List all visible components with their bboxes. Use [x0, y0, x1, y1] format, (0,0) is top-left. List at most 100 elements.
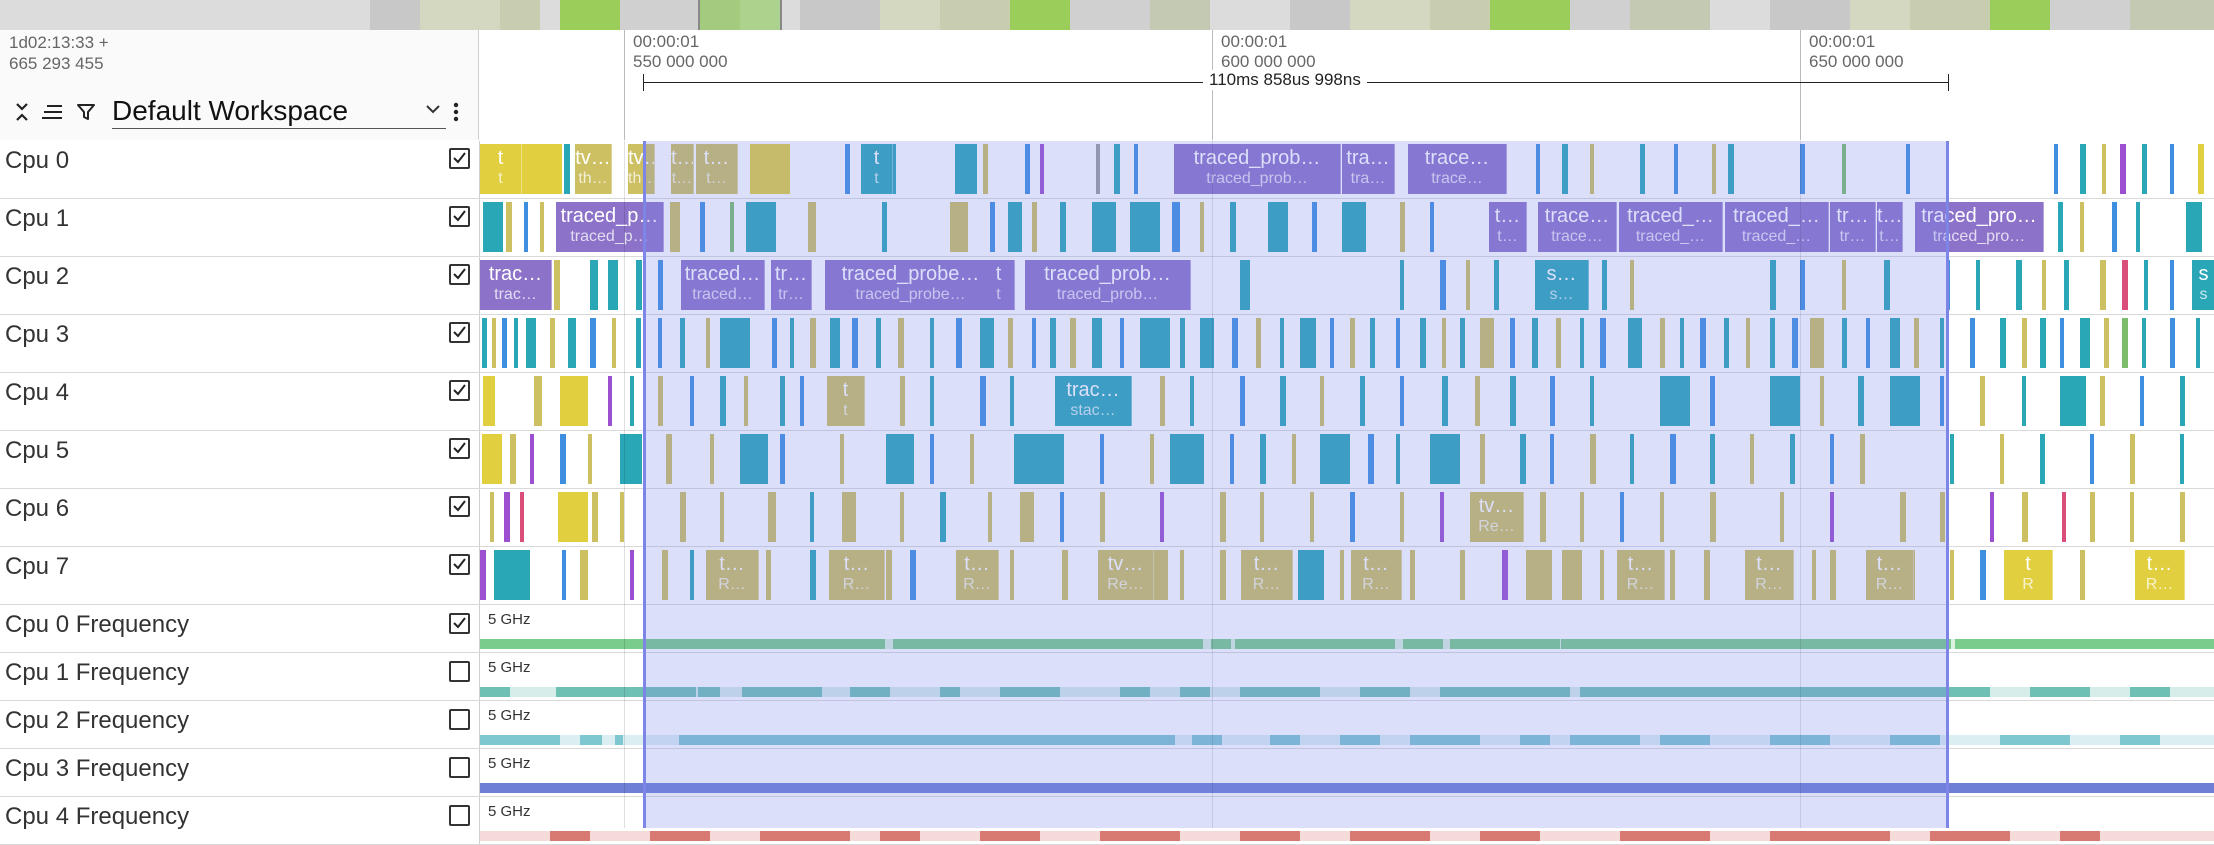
- frequency-bar[interactable]: [480, 783, 2214, 793]
- thread-slice[interactable]: [1100, 434, 1104, 484]
- thread-slice[interactable]: [2104, 318, 2109, 368]
- frequency-bar[interactable]: [2030, 687, 2090, 697]
- thread-slice[interactable]: [534, 376, 542, 426]
- thread-slice[interactable]: [1298, 550, 1324, 600]
- thread-slice[interactable]: [1300, 318, 1316, 368]
- track-lane[interactable]: tv… Re…: [479, 489, 2214, 546]
- thread-slice[interactable]: [1180, 550, 1184, 600]
- thread-slice[interactable]: [2198, 144, 2204, 194]
- thread-slice[interactable]: [1350, 492, 1355, 542]
- thread-slice[interactable]: [1200, 318, 1214, 368]
- thread-slice[interactable]: traced_… traced_…: [1619, 202, 1723, 252]
- thread-slice[interactable]: [1660, 492, 1664, 542]
- thread-slice[interactable]: [1884, 260, 1890, 310]
- thread-slice[interactable]: [1770, 260, 1776, 310]
- thread-slice[interactable]: [1460, 318, 1465, 368]
- thread-slice[interactable]: [1950, 550, 1954, 600]
- thread-slice[interactable]: [658, 376, 663, 426]
- overview-viewport[interactable]: [698, 0, 782, 30]
- more-vert-icon[interactable]: [448, 98, 464, 126]
- thread-slice[interactable]: [662, 550, 668, 600]
- thread-slice[interactable]: [608, 376, 612, 426]
- thread-slice[interactable]: [886, 434, 914, 484]
- thread-slice[interactable]: [514, 318, 518, 368]
- frequency-bar[interactable]: [679, 735, 1175, 745]
- frequency-bar[interactable]: [2060, 831, 2100, 841]
- timeline-overview[interactable]: [0, 0, 2214, 30]
- frequency-bar[interactable]: [1490, 687, 1570, 697]
- track-lane[interactable]: trac… trac… traced… traced… tr… tr… traced_pro…: [479, 257, 2214, 314]
- collapse-all-icon[interactable]: [8, 98, 36, 126]
- track-cpu-2[interactable]: Cpu 2 trac… trac… traced… traced… tr… tr… trace…: [0, 257, 2214, 315]
- thread-slice[interactable]: [2186, 202, 2202, 252]
- thread-slice[interactable]: [2080, 550, 2085, 600]
- thread-slice[interactable]: [2112, 202, 2117, 252]
- thread-slice[interactable]: [1260, 492, 1264, 542]
- thread-slice[interactable]: [1728, 144, 1734, 194]
- thread-slice[interactable]: traced_prob… traced_prob…: [1025, 260, 1191, 310]
- thread-slice[interactable]: [1660, 318, 1665, 368]
- thread-slice[interactable]: [550, 318, 555, 368]
- thread-slice[interactable]: t… R…: [1351, 550, 1402, 600]
- thread-slice[interactable]: [666, 434, 672, 484]
- frequency-bar[interactable]: [1403, 639, 1443, 649]
- thread-slice[interactable]: [2080, 144, 2086, 194]
- frequency-bar[interactable]: [1955, 639, 2214, 649]
- thread-slice[interactable]: [2140, 376, 2144, 426]
- frequency-bar[interactable]: [1100, 831, 1180, 841]
- track-cpu-3-frequency[interactable]: Cpu 3 Frequency 5 GHz: [0, 749, 2214, 797]
- thread-slice[interactable]: [1830, 550, 1836, 600]
- thread-slice[interactable]: [530, 434, 534, 484]
- thread-slice[interactable]: [620, 492, 624, 542]
- filter-icon[interactable]: [72, 98, 100, 126]
- thread-slice[interactable]: [1480, 318, 1494, 368]
- frequency-bar[interactable]: [1120, 687, 1150, 697]
- thread-slice[interactable]: [980, 318, 994, 368]
- thread-slice[interactable]: [1810, 318, 1824, 368]
- thread-slice[interactable]: [740, 434, 768, 484]
- frequency-bar[interactable]: [1770, 831, 1890, 841]
- thread-slice[interactable]: [2180, 376, 2185, 426]
- checkbox-unchecked-icon[interactable]: [449, 661, 470, 682]
- thread-slice[interactable]: t… R…: [829, 550, 885, 600]
- time-axis[interactable]: 00:00:01 550 000 000 00:00:01 600 000 00…: [479, 30, 2214, 140]
- checkbox-checked-icon[interactable]: [449, 206, 470, 227]
- checkbox-checked-icon[interactable]: [449, 264, 470, 285]
- thread-slice[interactable]: [746, 202, 776, 252]
- thread-slice[interactable]: [2064, 260, 2069, 310]
- checkbox-checked-icon[interactable]: [449, 438, 470, 459]
- thread-slice[interactable]: [1790, 434, 1795, 484]
- thread-slice[interactable]: [1340, 550, 1344, 600]
- frequency-bar[interactable]: [1360, 687, 1410, 697]
- thread-slice[interactable]: [2100, 376, 2105, 426]
- thread-slice[interactable]: tr… tr…: [1830, 202, 1876, 252]
- frequency-bar[interactable]: [1450, 639, 1560, 649]
- frequency-bar[interactable]: [760, 831, 850, 841]
- thread-slice[interactable]: [524, 202, 528, 252]
- thread-slice[interactable]: [1330, 318, 1334, 368]
- thread-slice[interactable]: [890, 144, 896, 194]
- thread-slice[interactable]: [1770, 376, 1800, 426]
- thread-slice[interactable]: [1040, 144, 1044, 194]
- thread-slice[interactable]: [1590, 376, 1594, 426]
- thread-slice[interactable]: [1020, 492, 1034, 542]
- thread-slice[interactable]: traced_p… traced_p…: [556, 202, 664, 252]
- thread-slice[interactable]: [680, 318, 685, 368]
- thread-slice[interactable]: [1320, 434, 1350, 484]
- thread-slice[interactable]: [1724, 318, 1729, 368]
- thread-slice[interactable]: [1060, 202, 1066, 252]
- thread-slice[interactable]: [1812, 550, 1816, 600]
- checkbox-checked-icon[interactable]: [449, 613, 470, 634]
- thread-slice[interactable]: trace… trace…: [1408, 144, 1507, 194]
- track-lane[interactable]: t t trac… stac…: [479, 373, 2214, 430]
- thread-slice[interactable]: [1990, 492, 1994, 542]
- thread-slice[interactable]: [720, 318, 750, 368]
- thread-slice[interactable]: [1700, 318, 1706, 368]
- thread-slice[interactable]: [1062, 550, 1068, 600]
- thread-slice[interactable]: [690, 550, 694, 600]
- thread-slice[interactable]: [2090, 492, 2095, 542]
- thread-slice[interactable]: [1502, 550, 1508, 600]
- frequency-bar[interactable]: [1570, 735, 1640, 745]
